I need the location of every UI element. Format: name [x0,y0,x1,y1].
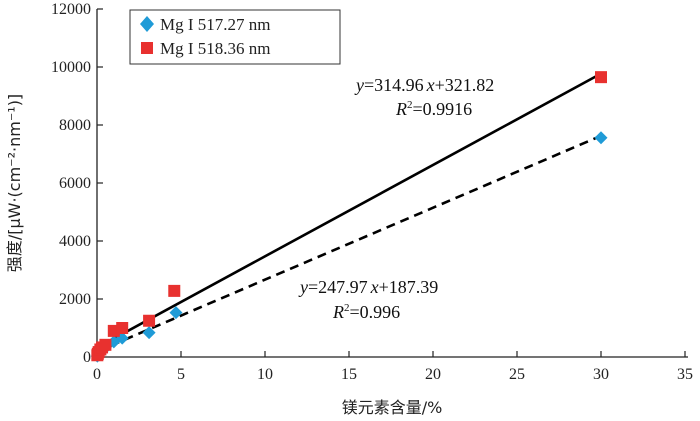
legend-box [129,9,341,65]
point-518 [143,314,156,327]
x-tick-label: 15 [341,366,357,383]
x-axis-title: 镁元素含量/% [342,398,443,417]
r-squared-517: R2=0.996 [332,302,400,322]
x-tick-label: 30 [593,366,609,383]
y-tick-label: 8000 [59,117,91,134]
point-518 [168,284,181,297]
point-517 [142,326,156,340]
legend-marker-517 [140,16,154,32]
legend-label-517: Mg I 517.27 nm [160,15,271,34]
legend: Mg I 517.27 nm Mg I 518.36 nm [129,9,341,65]
legend-label-518: Mg I 518.36 nm [160,39,271,58]
point-517 [594,131,608,145]
fit-line-518 [96,72,602,349]
fit-lines [96,72,602,353]
y-tick-label: 0 [83,349,91,366]
point-518 [595,71,607,84]
fit-line-517 [96,134,602,353]
annotation-517: y=247.97 x+187.39 R2=0.996 [298,277,438,322]
point-517 [169,306,183,320]
y-tick-label: 10000 [51,59,91,76]
equation-517: y=247.97 x+187.39 [298,277,438,297]
y-axis-title: 强度/[μW·(cm⁻²·nm⁻¹)] [5,94,24,272]
equation-518: y=314.96 x+321.82 [354,75,494,95]
x-tick-label: 20 [425,366,441,383]
y-tick-label: 12000 [51,1,91,18]
r-squared-518: R2=0.9916 [395,99,472,119]
annotation-518: y=314.96 x+321.82 R2=0.9916 [354,75,494,119]
point-518 [99,338,112,351]
x-tick-label: 25 [509,366,525,383]
x-tick-label: 10 [257,366,273,383]
x-tick-label: 5 [177,366,185,383]
x-tick-label: 0 [93,366,101,383]
x-tick-label: 35 [677,366,693,383]
data-points [90,71,608,363]
y-tick-label: 2000 [59,291,91,308]
point-518 [116,322,129,334]
legend-marker-518 [141,42,153,54]
ticks: 0 5 10 15 20 25 30 35 0 2000 4000 6000 8000 10000 1200… [51,1,693,383]
y-tick-label: 4000 [59,233,91,250]
y-tick-label: 6000 [59,175,91,192]
